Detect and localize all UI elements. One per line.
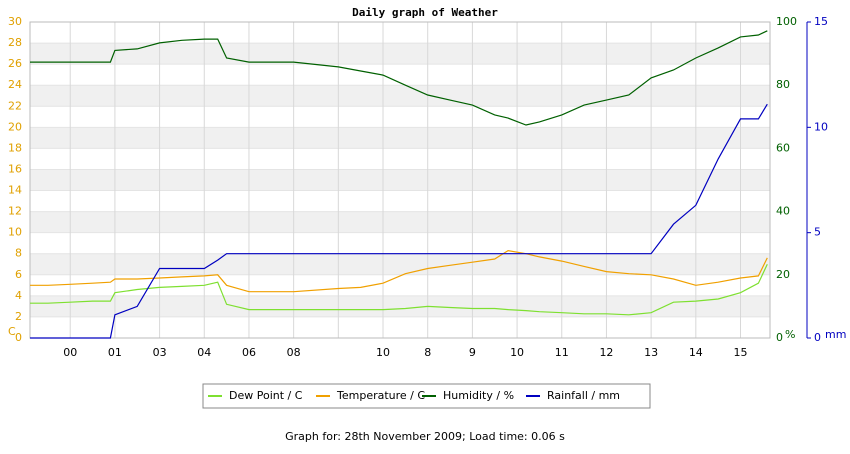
x-tick-label: 08 [287, 346, 301, 359]
legend-label: Rainfall / mm [547, 389, 620, 402]
y3-tick-label: 10 [814, 120, 828, 133]
y-tick-label: 20 [8, 120, 22, 133]
x-tick-label: 04 [197, 346, 211, 359]
y-tick-label: 16 [8, 162, 22, 175]
y-tick-label: 12 [8, 205, 22, 218]
grid-band [30, 169, 770, 191]
footer: Graph for: 28th November 2009; Load time… [285, 430, 565, 443]
y-tick-label: 2 [15, 310, 22, 323]
series-line [30, 264, 768, 316]
legend-label: Temperature / C [336, 389, 425, 402]
y-tick-label: 0 [15, 331, 22, 344]
series-line [30, 30, 768, 126]
y2-tick-label: 80 [776, 78, 790, 91]
x-tick-label: 10 [376, 346, 390, 359]
y2-tick-label: 0 [776, 331, 783, 344]
x-tick-label: 10 [510, 346, 524, 359]
x-tick-label: 11 [555, 346, 569, 359]
grid-band [30, 43, 770, 65]
x-tick-label: 13 [644, 346, 658, 359]
grid-band [30, 253, 770, 275]
series-line [30, 249, 768, 293]
y-tick-label: 8 [15, 247, 22, 260]
y3-axis-label: mm [825, 328, 846, 341]
grid-band [30, 211, 770, 233]
y-tick-label: 30 [8, 15, 22, 28]
x-tick-label: 01 [108, 346, 122, 359]
x-tick-label: 03 [153, 346, 167, 359]
y-tick-label: 14 [8, 184, 22, 197]
legend-label: Dew Point / C [229, 389, 303, 402]
x-tick-label: 00 [63, 346, 77, 359]
y2-tick-label: 40 [776, 205, 790, 218]
y-axis-label: C [8, 325, 16, 338]
y-tick-label: 24 [8, 78, 22, 91]
x-tick-label: 8 [424, 346, 431, 359]
y3-tick-label: 15 [814, 15, 828, 28]
grid-band [30, 85, 770, 107]
y-tick-label: 26 [8, 57, 22, 70]
x-tick-label: 06 [242, 346, 256, 359]
y3-tick-label: 5 [814, 226, 821, 239]
y2-axis-label: % [785, 328, 795, 341]
x-tick-label: 12 [599, 346, 613, 359]
grid-band [30, 295, 770, 317]
y-tick-label: 28 [8, 36, 22, 49]
y3-tick-label: 0 [814, 331, 821, 344]
y-tick-label: 22 [8, 99, 22, 112]
y2-tick-label: 60 [776, 141, 790, 154]
y-tick-label: 18 [8, 141, 22, 154]
x-tick-label: 14 [689, 346, 703, 359]
y-tick-label: 10 [8, 226, 22, 239]
x-tick-label: 9 [469, 346, 476, 359]
legend-label: Humidity / % [443, 389, 514, 402]
grid-band [30, 127, 770, 149]
plot-border [29, 21, 771, 339]
y2-tick-label: 100 [776, 15, 797, 28]
y-tick-label: 6 [15, 268, 22, 281]
chart-title: Daily graph of Weather [352, 6, 498, 19]
x-tick-label: 15 [734, 346, 748, 359]
y-tick-label: 4 [15, 289, 22, 302]
y2-tick-label: 20 [776, 268, 790, 281]
series-line [30, 103, 768, 339]
